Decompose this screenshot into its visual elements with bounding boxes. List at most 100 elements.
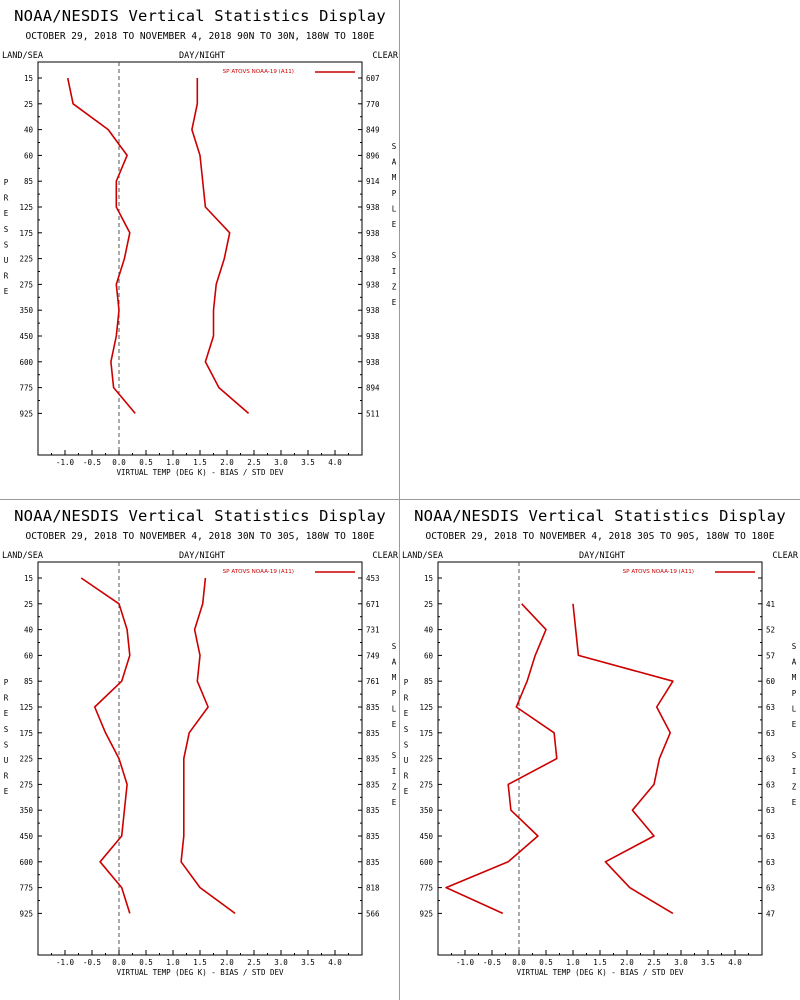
header-land-sea: LAND/SEA bbox=[2, 51, 43, 61]
x-tick-label: -0.5 bbox=[83, 458, 101, 467]
sample-size-label: 894 bbox=[366, 384, 380, 393]
pressure-axis-letter: P bbox=[4, 178, 9, 187]
sample-size-axis-letter: M bbox=[392, 173, 397, 182]
x-tick-label: 3.0 bbox=[274, 958, 288, 967]
sample-size-label: 63 bbox=[766, 806, 775, 815]
pressure-axis-letter: E bbox=[4, 787, 9, 796]
header-land-sea: LAND/SEA bbox=[2, 551, 43, 561]
sample-size-axis-letter: S bbox=[392, 751, 397, 760]
sample-size-label: 938 bbox=[366, 332, 380, 341]
pressure-tick-label: 60 bbox=[24, 651, 34, 660]
pressure-tick-label: 225 bbox=[19, 255, 33, 264]
chart-title: NOAA/NESDIS Vertical Statistics Display bbox=[14, 507, 386, 525]
plot-frame bbox=[37, 61, 363, 456]
sample-size-label: 938 bbox=[366, 203, 380, 212]
pressure-tick-label: 775 bbox=[19, 384, 33, 393]
pressure-axis-letter: U bbox=[4, 256, 9, 265]
chart-panel-30s-90s: NOAA/NESDIS Vertical Statistics Display O… bbox=[400, 500, 800, 1000]
sample-size-axis-letter: P bbox=[792, 689, 797, 698]
x-tick-label: 3.5 bbox=[301, 458, 315, 467]
bias-line bbox=[66, 77, 136, 414]
sample-size-label: 770 bbox=[366, 100, 380, 109]
x-tick-label: 2.0 bbox=[620, 958, 634, 967]
pressure-tick-label: 225 bbox=[419, 755, 433, 764]
bias-line bbox=[445, 603, 558, 915]
pressure-axis-letter: P bbox=[404, 678, 409, 687]
x-tick-label: 0.5 bbox=[139, 458, 153, 467]
x-tick-label: 3.5 bbox=[701, 958, 715, 967]
x-tick-label: -1.0 bbox=[56, 458, 75, 467]
pressure-tick-label: 275 bbox=[19, 780, 33, 789]
pressure-axis-letter: R bbox=[4, 772, 9, 781]
x-tick-label: 3.0 bbox=[274, 458, 288, 467]
pressure-axis-letter: R bbox=[4, 194, 9, 203]
sample-size-label: 671 bbox=[366, 600, 380, 609]
pressure-tick-label: 600 bbox=[19, 358, 33, 367]
sample-size-label: 749 bbox=[366, 651, 380, 660]
pressure-tick-label: 600 bbox=[419, 858, 433, 867]
pressure-axis-letter: E bbox=[4, 209, 9, 218]
sample-size-axis-letter: S bbox=[792, 751, 797, 760]
pressure-tick-label: 775 bbox=[419, 884, 433, 893]
sample-size-label: 63 bbox=[766, 703, 775, 712]
horizontal-divider bbox=[0, 499, 800, 500]
x-tick-label: 0.0 bbox=[112, 458, 126, 467]
sample-size-label: 835 bbox=[366, 703, 380, 712]
x-tick-label: 0.5 bbox=[539, 958, 553, 967]
sample-size-axis-letter: M bbox=[392, 673, 397, 682]
x-tick-label: 0.0 bbox=[512, 958, 526, 967]
sample-size-axis-letter: A bbox=[792, 658, 797, 667]
pressure-tick-label: 275 bbox=[419, 780, 433, 789]
sample-size-label: 63 bbox=[766, 832, 775, 841]
sample-size-label: 835 bbox=[366, 755, 380, 764]
sample-size-label: 835 bbox=[366, 806, 380, 815]
sample-size-label: 835 bbox=[366, 858, 380, 867]
chart-subtitle: OCTOBER 29, 2018 TO NOVEMBER 4, 2018 90N… bbox=[26, 31, 375, 42]
sample-size-label: 849 bbox=[366, 126, 380, 135]
sample-size-label: 63 bbox=[766, 884, 775, 893]
x-tick-label: 1.5 bbox=[193, 958, 207, 967]
sample-size-label: 511 bbox=[366, 409, 380, 418]
sample-size-label: 818 bbox=[366, 884, 380, 893]
pressure-tick-label: 275 bbox=[19, 280, 33, 289]
chart-svg: NOAA/NESDIS Vertical Statistics Display O… bbox=[2, 7, 399, 477]
sample-size-axis-letter: P bbox=[392, 689, 397, 698]
x-tick-label: 4.0 bbox=[328, 958, 342, 967]
pressure-axis-letter: R bbox=[4, 272, 9, 281]
chart-title: NOAA/NESDIS Vertical Statistics Display bbox=[14, 7, 386, 25]
x-tick-label: 1.5 bbox=[593, 958, 607, 967]
std-dev-line bbox=[180, 577, 236, 915]
vertical-divider bbox=[399, 0, 400, 1000]
x-tick-label: 3.0 bbox=[674, 958, 688, 967]
sample-size-label: 63 bbox=[766, 780, 775, 789]
sample-size-axis-letter: S bbox=[792, 642, 797, 651]
x-tick-label: 1.0 bbox=[166, 458, 180, 467]
pressure-tick-label: 125 bbox=[419, 703, 433, 712]
pressure-tick-label: 450 bbox=[19, 832, 33, 841]
x-tick-label: 1.0 bbox=[566, 958, 580, 967]
x-axis-label: VIRTUAL TEMP (DEG K) - BIAS / STD DEV bbox=[116, 468, 284, 477]
sample-size-axis-letter: L bbox=[392, 704, 397, 713]
x-tick-label: 0.0 bbox=[112, 958, 126, 967]
pressure-tick-label: 15 bbox=[24, 574, 33, 583]
x-tick-label: 1.0 bbox=[166, 958, 180, 967]
sample-size-axis-letter: L bbox=[792, 704, 797, 713]
pressure-tick-label: 450 bbox=[19, 332, 33, 341]
sample-size-axis-letter: E bbox=[392, 298, 397, 307]
pressure-axis-letter: S bbox=[404, 740, 409, 749]
sample-size-label: 835 bbox=[366, 729, 380, 738]
sample-size-label: 57 bbox=[766, 651, 775, 660]
sample-size-label: 63 bbox=[766, 858, 775, 867]
pressure-tick-label: 60 bbox=[424, 651, 434, 660]
std-dev-line bbox=[191, 78, 250, 415]
pressure-tick-label: 775 bbox=[19, 884, 33, 893]
sample-size-axis-letter: S bbox=[392, 251, 397, 260]
pressure-tick-label: 40 bbox=[424, 626, 434, 635]
sample-size-label: 938 bbox=[366, 280, 380, 289]
sample-size-axis-letter: P bbox=[392, 189, 397, 198]
pressure-tick-label: 225 bbox=[19, 755, 33, 764]
sample-size-axis-letter: E bbox=[392, 220, 397, 229]
pressure-axis-letter: U bbox=[4, 756, 9, 765]
sample-size-axis-letter: E bbox=[792, 720, 797, 729]
x-tick-label: 2.0 bbox=[220, 458, 234, 467]
